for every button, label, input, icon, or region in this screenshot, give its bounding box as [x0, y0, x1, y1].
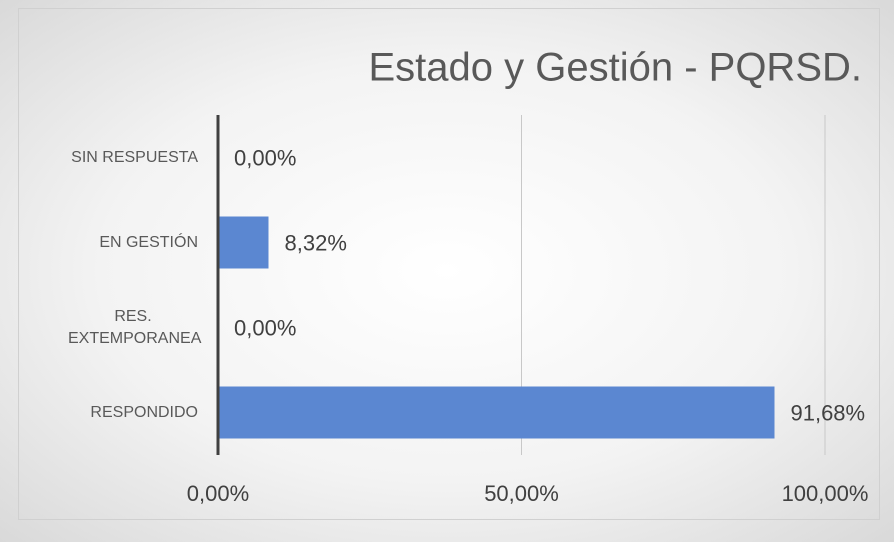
x-tick-label: 50,00%: [484, 481, 559, 506]
bar: [218, 386, 775, 439]
y-tick-label: SIN RESPUESTA: [71, 148, 198, 166]
chart-title: Estado y Gestión - PQRSD.: [368, 46, 862, 90]
chart-frame: [18, 8, 880, 520]
x-tick-label: 0,00%: [187, 481, 249, 506]
value-label: 0,00%: [234, 315, 296, 340]
y-tick-label-box: SIN RESPUESTA: [71, 147, 198, 169]
y-tick-label: EN GESTIÓN: [99, 233, 198, 251]
x-tick-label: 100,00%: [782, 481, 869, 506]
y-tick-label: RES. EXTEMPORANEA: [68, 307, 202, 347]
y-tick-label-box: RES. EXTEMPORANEA: [68, 306, 202, 350]
y-tick-label-box: EN GESTIÓN: [99, 232, 198, 254]
value-label: 8,32%: [285, 230, 347, 255]
bar: [218, 216, 269, 269]
value-label: 0,00%: [234, 145, 296, 170]
value-label: 91,68%: [790, 400, 865, 425]
y-tick-label-box: RESPONDIDO: [90, 402, 198, 424]
y-tick-label: RESPONDIDO: [90, 403, 198, 421]
